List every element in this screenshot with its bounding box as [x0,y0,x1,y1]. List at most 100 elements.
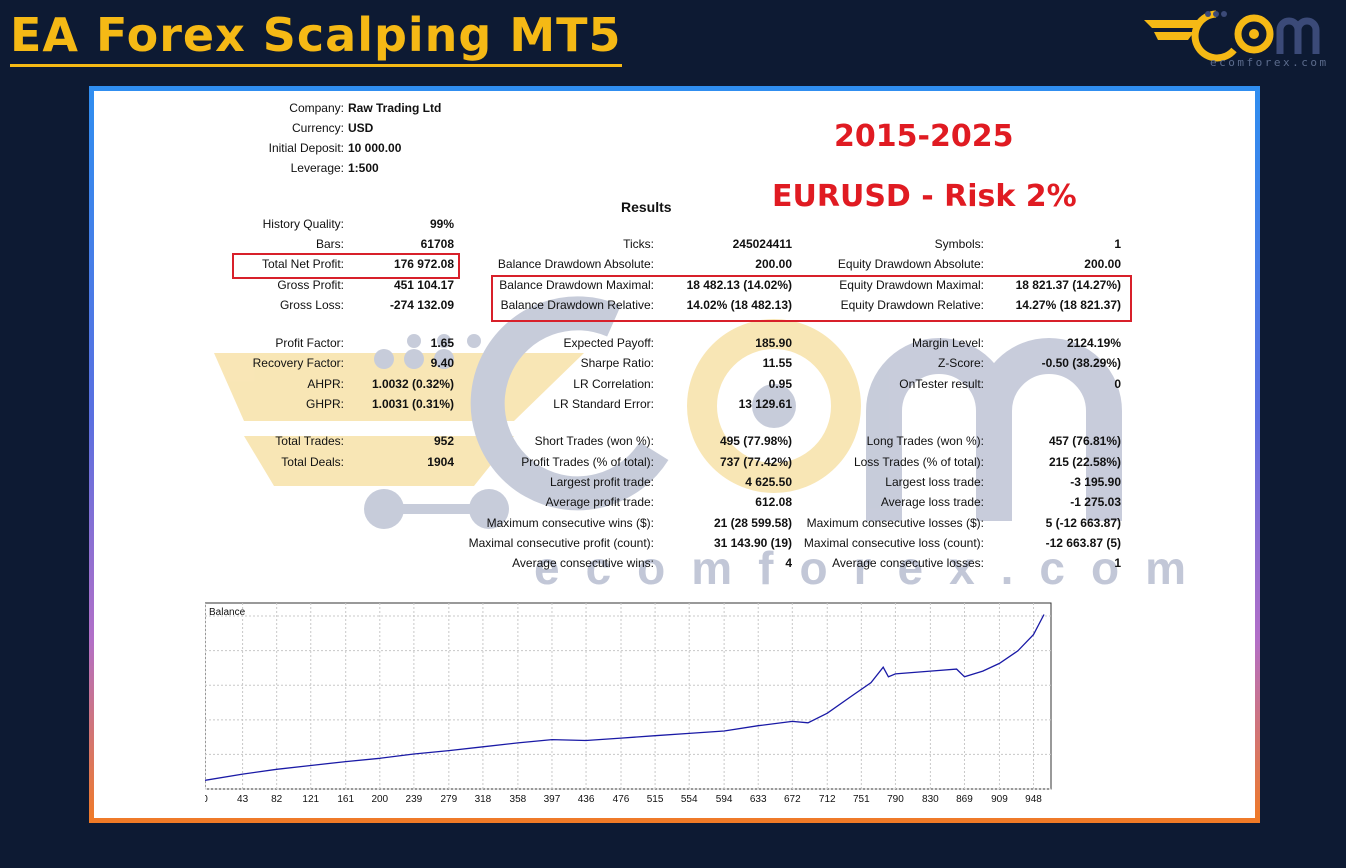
stat-label: Balance Drawdown Maximal: [499,278,654,292]
x-tick-label: 830 [922,794,939,805]
stat-label: Maximal consecutive loss (count): [803,536,984,550]
x-tick-label: 594 [716,794,733,805]
balance-chart: 0 43 82 121 161 200 239 279 318 358 397 436 476 515 55… [205,602,1052,805]
chart-title: Balance [209,607,246,618]
x-tick-label: 948 [1025,794,1042,805]
ecm-watermark: ecomforex.com [214,296,1212,594]
x-tick-label: 397 [544,794,561,805]
stat-label: Recovery Factor: [252,356,344,370]
stat-value: 5 (-12 663.87) [1045,516,1121,530]
stat-label: Gross Loss: [279,298,344,312]
x-tick-label: 239 [406,794,423,805]
x-tick-label: 515 [647,794,664,805]
stat-label: OnTester result: [899,377,984,391]
stat-value: 215 (22.58%) [1048,455,1121,469]
stat-value: 1.65 [430,336,454,350]
stat-value: 61708 [420,237,454,251]
stat-value: 9.40 [430,356,454,370]
leverage-value: 1:500 [348,161,379,175]
stat-value: 1.0032 (0.32%) [371,377,454,391]
stat-label: Loss Trades (% of total): [853,455,984,469]
stat-label: Equity Drawdown Relative: [840,298,984,312]
stat-label: Gross Profit: [277,278,344,292]
stat-label: Z-Score: [937,356,984,370]
stat-value: -1 275.03 [1070,495,1121,509]
stat-value: 11.55 [762,356,792,370]
logo-site-text: ecomforex.com [1210,56,1329,69]
results-title: Results [621,199,672,215]
stat-label: Largest loss trade: [885,475,984,489]
stat-label: Profit Trades (% of total): [521,455,654,469]
report-frame: ecomforex.com Company: Raw Trading Ltd C… [89,86,1260,823]
deposit-value: 10 000.00 [348,141,402,155]
stat-value: 14.27% (18 821.37) [1015,298,1121,312]
page-title: EA Forex Scalping MT5 [10,6,622,67]
deposit-label: Initial Deposit: [268,141,344,155]
x-tick-label: 436 [578,794,595,805]
stat-label: Average consecutive losses: [832,556,984,570]
stat-value: 21 (28 599.58) [713,516,792,530]
stat-value: 13 129.61 [738,397,792,411]
x-tick-label: 161 [337,794,354,805]
stat-label: Expected Payoff: [563,336,654,350]
watermark-text: ecomforex.com [534,542,1212,594]
currency-value: USD [348,121,374,135]
chart-plot-area [205,602,1052,790]
stat-label: Total Trades: [275,434,344,448]
stat-label: Sharpe Ratio: [580,356,654,370]
strategy-tester-report: ecomforex.com Company: Raw Trading Ltd C… [94,91,1255,818]
x-tick-label: 633 [750,794,767,805]
x-tick-label: 82 [271,794,283,805]
stat-label: GHPR: [305,397,344,411]
stat-label: LR Standard Error: [553,397,654,411]
stat-value: 18 482.13 (14.02%) [686,278,792,292]
x-tick-label: 909 [991,794,1008,805]
stat-label: Total Net Profit: [261,257,344,271]
stat-label: LR Correlation: [573,377,654,391]
x-tick-label: 554 [681,794,698,805]
stat-value: 451 104.17 [393,278,454,292]
stat-value: 31 143.90 (19) [713,536,792,550]
stat-label: History Quality: [262,217,344,231]
stat-value: 0.95 [768,377,792,391]
stat-label: Average profit trade: [545,495,654,509]
stat-label: Total Deals: [281,455,344,469]
stat-label: Bars: [315,237,344,251]
x-tick-label: 200 [371,794,388,805]
overlay-years: 2015-2025 [834,119,1014,154]
stat-value: 1904 [427,455,454,469]
currency-label: Currency: [291,121,344,135]
stat-label: Maximal consecutive profit (count): [468,536,654,550]
stat-value: 495 (77.98%) [719,434,792,448]
company-label: Company: [289,101,344,115]
stat-value: 99% [429,217,454,231]
company-value: Raw Trading Ltd [348,101,442,115]
stat-label: Balance Drawdown Absolute: [497,257,654,271]
stat-value: -0.50 (38.29%) [1041,356,1121,370]
highlight-drawdown [491,275,1132,322]
ecm-logo [1144,10,1320,62]
x-tick-label: 476 [613,794,630,805]
stat-value: 200.00 [1084,257,1121,271]
stat-label: Symbols: [934,237,984,251]
stat-label: Profit Factor: [275,336,344,350]
x-tick-label: 790 [887,794,904,805]
stat-label: Equity Drawdown Maximal: [839,278,984,292]
stat-value: 185.90 [755,336,792,350]
stat-value: 176 972.08 [393,257,454,271]
stat-label: Long Trades (won %): [866,434,984,448]
x-tick-label: 43 [237,794,249,805]
stat-label: Average consecutive wins: [512,556,654,570]
balance-line [205,614,1045,781]
stat-label: Short Trades (won %): [534,434,654,448]
stat-value: 4 [785,556,792,570]
stat-value: 952 [433,434,454,448]
x-tick-label: 358 [510,794,527,805]
stat-label: Equity Drawdown Absolute: [837,257,984,271]
stat-value: 14.02% (18 482.13) [686,298,792,312]
x-tick-label: 672 [784,794,801,805]
x-tick-label: 712 [819,794,836,805]
x-tick-label: 751 [853,794,870,805]
stat-value: 1.0031 (0.31%) [371,397,454,411]
stat-value: -12 663.87 (5) [1045,536,1121,550]
